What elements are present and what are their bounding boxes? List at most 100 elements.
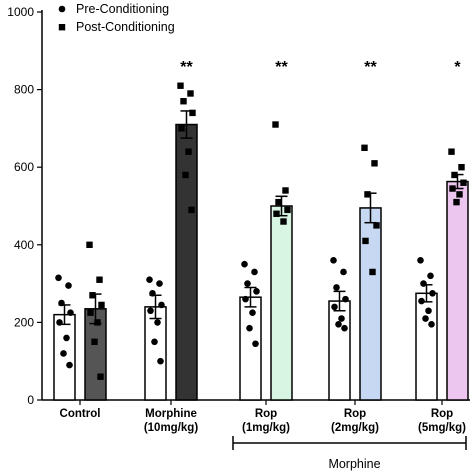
data-point (249, 309, 256, 317)
data-point (371, 160, 378, 167)
significance-marker: * (454, 59, 461, 76)
data-point (338, 315, 345, 322)
data-point (273, 210, 280, 217)
y-tick-label: 1000 (7, 5, 34, 19)
data-point (60, 350, 67, 357)
data-point (417, 257, 424, 264)
data-point (188, 206, 195, 214)
data-point (284, 206, 291, 214)
data-point (178, 125, 185, 132)
data-point (156, 280, 163, 287)
x-tick-label: Rop (431, 408, 453, 420)
data-point (282, 187, 289, 194)
data-point (97, 373, 104, 380)
data-point (364, 191, 371, 198)
legend-label: Post-Conditioning (76, 20, 175, 34)
data-point (96, 276, 103, 283)
group-label: Morphine (328, 457, 380, 471)
data-point (252, 340, 259, 348)
x-tick-label: Control (60, 408, 101, 420)
x-tick-label-sub: (5mg/kg) (418, 422, 466, 434)
bar (175, 123, 198, 401)
data-point (456, 191, 463, 198)
y-tick-label: 200 (14, 315, 34, 329)
data-point (280, 218, 287, 225)
y-tick-label: 600 (14, 160, 34, 174)
data-point (149, 290, 156, 297)
data-point (342, 295, 349, 303)
data-point (422, 315, 429, 322)
x-tick-label-sub: (1mg/kg) (242, 422, 290, 434)
bar (359, 207, 382, 401)
data-point (151, 338, 158, 346)
y-tick-label: 400 (14, 238, 34, 252)
significance-marker: ** (275, 59, 288, 76)
data-point (66, 361, 73, 369)
x-tick-label: Rop (255, 408, 277, 420)
data-point (420, 280, 427, 287)
data-point (189, 109, 196, 117)
data-point (425, 307, 432, 315)
data-point (63, 334, 70, 342)
data-point (460, 179, 467, 186)
legend-marker-square (58, 24, 66, 31)
significance-marker: ** (364, 59, 377, 76)
data-point (341, 324, 348, 332)
x-tick-label-sub: (2mg/kg) (331, 422, 379, 434)
data-point (333, 284, 340, 291)
data-point (331, 303, 338, 311)
data-point (89, 292, 96, 299)
bar (270, 205, 293, 401)
data-point (182, 171, 189, 179)
data-point (340, 268, 347, 276)
x-tick-label-sub: (10mg/kg) (144, 422, 198, 434)
y-tick-label: 800 (14, 83, 34, 97)
data-point (451, 171, 458, 179)
y-tick-label: 0 (27, 393, 34, 407)
data-point (330, 257, 337, 264)
data-point (246, 324, 253, 332)
data-point (362, 237, 369, 245)
data-point (272, 121, 279, 128)
data-point (453, 198, 460, 206)
data-point (369, 268, 376, 276)
data-point (275, 198, 282, 206)
data-point (241, 260, 248, 268)
x-tick-label: Morphine (145, 408, 197, 420)
data-point (94, 319, 101, 326)
data-point (154, 319, 161, 326)
bar (53, 313, 76, 401)
x-tick-label: Rop (344, 408, 366, 420)
data-point (449, 185, 456, 192)
data-point (146, 276, 153, 284)
data-point (91, 338, 98, 345)
bar (446, 180, 469, 401)
data-point (335, 321, 342, 328)
data-point (98, 301, 105, 309)
data-point (448, 148, 455, 155)
data-point (187, 90, 194, 97)
data-point (65, 282, 72, 289)
data-point (157, 357, 164, 365)
data-point (242, 295, 249, 303)
data-point (244, 280, 251, 287)
data-point (251, 268, 258, 276)
data-point (56, 319, 63, 326)
legend-marker-circle (58, 5, 66, 13)
data-point (373, 222, 380, 229)
data-point (67, 309, 74, 317)
data-point (418, 297, 425, 305)
data-point (185, 148, 192, 155)
data-point (361, 144, 368, 151)
legend-label: Pre-Conditioning (76, 2, 169, 16)
significance-marker: ** (180, 59, 193, 76)
data-point (429, 290, 436, 297)
data-point (428, 321, 435, 328)
data-point (86, 241, 93, 248)
data-point (55, 274, 62, 282)
data-point (158, 301, 165, 309)
data-point (177, 82, 184, 89)
data-point (458, 164, 465, 171)
data-point (253, 288, 260, 295)
